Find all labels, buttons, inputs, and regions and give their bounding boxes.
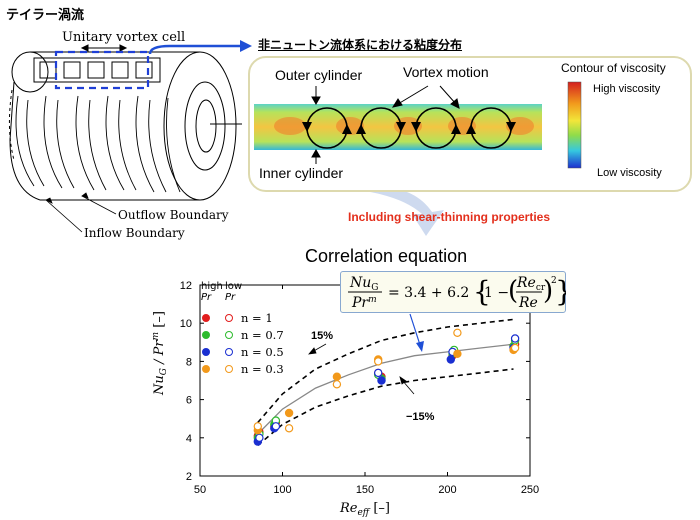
legend-low-label: low [225, 281, 243, 292]
legend-open-marker [225, 348, 233, 356]
y-tick-label: 6 [186, 395, 192, 407]
data-point [374, 368, 383, 378]
eq-brace-open: { [473, 275, 491, 308]
data-point [332, 380, 342, 389]
legend-filled-marker [202, 365, 210, 373]
legend-open-marker [225, 365, 233, 373]
eq-rhs: = 3.4 + 6.2 [388, 285, 469, 301]
upper-band-label: 15% [311, 330, 333, 342]
taylor-vortex-title: テイラー渦流 [6, 8, 85, 23]
y-tick-label: 12 [180, 280, 192, 292]
data-point [377, 376, 386, 385]
legend-label: n = 0.7 [241, 328, 284, 342]
x-tick-label: 250 [521, 484, 539, 496]
lower-band-label: −15% [406, 411, 435, 423]
band-pointers [308, 343, 415, 395]
correlation-equation: NuG Prm = 3.4 + 6.2 { 1 − ( Recr Re ) 2 … [348, 275, 566, 311]
data-point [374, 357, 383, 366]
viscosity-colorbar [567, 81, 582, 169]
x-tick-label: 150 [356, 484, 374, 496]
eq-lhs-num: NuG [349, 275, 378, 293]
y-tick-label: 4 [186, 433, 192, 445]
eq-power: 2 [551, 276, 557, 286]
inner-cylinder-label: Inner cylinder [259, 165, 344, 181]
legend-open-marker [225, 331, 233, 339]
y-tick-label: 8 [186, 356, 192, 368]
legend-high-label: high [201, 281, 223, 292]
data-point [253, 422, 262, 431]
cylinder-outline [8, 51, 242, 201]
legend-filled-marker [202, 331, 210, 339]
correlation-lines [257, 318, 514, 447]
outer-cylinder-label: Outer cylinder [275, 67, 363, 83]
y-tick-label: 2 [186, 471, 192, 483]
data-point [255, 433, 264, 442]
eq-paren-open: ( [508, 276, 518, 306]
equation-pointer [409, 313, 424, 352]
upper-band-line [257, 318, 514, 424]
legend-label: n = 0.5 [241, 345, 284, 359]
data-point [446, 355, 455, 364]
vortex-motion-label: Vortex motion [403, 64, 489, 80]
eq-paren-close: ) [543, 276, 553, 306]
selected-cell-box [54, 50, 150, 90]
flow-arrow [358, 187, 444, 236]
data-point [271, 422, 281, 431]
x-tick-label: 50 [194, 484, 206, 496]
lower-band-line [257, 368, 514, 447]
cell-width-arrow [80, 44, 128, 52]
vortex-cell-row [33, 57, 161, 83]
data-point [453, 349, 462, 358]
eq-one: 1 − [484, 285, 509, 301]
legend-pr-label: Pr [225, 292, 236, 303]
data-point [510, 343, 520, 353]
x-tick-label: 200 [438, 484, 456, 496]
outflow-boundary-label: Outflow Boundary [118, 208, 229, 222]
legend-filled-marker [202, 314, 210, 322]
legend-label: n = 0.3 [241, 362, 284, 376]
x-tick-label: 100 [273, 484, 291, 496]
unitary-cell-label: Unitary vortex cell [62, 30, 186, 45]
contour-hotspots [274, 117, 534, 135]
legend-label: n = 1 [241, 311, 273, 325]
legend-pr-label: Pr [201, 292, 212, 303]
high-viscosity-label: High viscosity [593, 83, 661, 95]
boundary-pointers [45, 192, 117, 233]
viscosity-panel-heading: 非ニュートン流体系における粘度分布 [258, 38, 463, 52]
legend-filled-marker [202, 348, 210, 356]
x-axis-label: Reeff [–] [339, 501, 390, 518]
label-pointers [311, 85, 460, 164]
inflow-boundary-label: Inflow Boundary [84, 226, 185, 240]
vortex-arrowheads [302, 122, 516, 134]
data-point [332, 372, 342, 381]
eq-inner-num: Recr [516, 275, 546, 293]
data-points [253, 328, 520, 446]
data-point [510, 334, 520, 343]
contour-title: Contour of viscosity [561, 61, 666, 75]
y-axis-label: NuG / Prm [–] [151, 311, 169, 396]
legend-open-marker [225, 314, 233, 322]
data-point [284, 408, 294, 418]
eq-lhs-den: Prm [351, 295, 377, 311]
correlation-title: Correlation equation [305, 246, 468, 266]
eq-brace-close: } [555, 275, 566, 308]
data-point [284, 424, 294, 433]
data-point [453, 328, 462, 337]
swirl-arcs [15, 95, 181, 193]
cell-to-panel-arrow [148, 40, 252, 55]
shear-thinning-label: Including shear-thinning properties [348, 210, 551, 224]
correlation-curve [257, 343, 514, 435]
eq-inner-den: Re [518, 295, 538, 311]
low-viscosity-label: Low viscosity [597, 167, 662, 179]
y-tick-label: 10 [180, 318, 192, 330]
